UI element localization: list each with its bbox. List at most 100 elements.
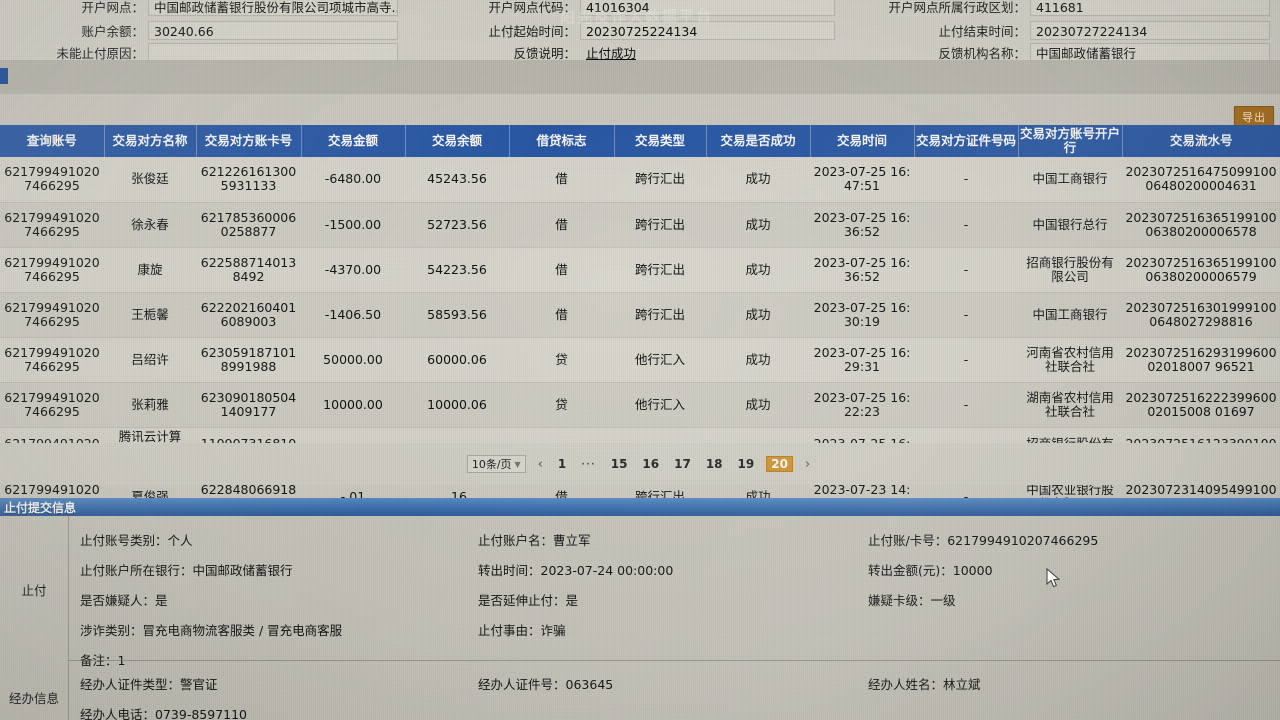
page-size-select[interactable]: 10条/页 ▼ — [466, 455, 526, 473]
col-query-account[interactable]: 查询账号 — [0, 125, 105, 157]
cell-success: 成功 — [706, 157, 810, 203]
page-ellipsis[interactable]: ··· — [581, 457, 596, 471]
col-id-number[interactable]: 交易对方证件号码 — [914, 125, 1019, 157]
page-18-button[interactable]: 18 — [705, 457, 723, 471]
cell-dc-flag: 借 — [509, 292, 614, 338]
cell-dc-flag: 借 — [509, 202, 614, 248]
field-fraud-category: 涉诈类别：冒充电商物流客服类 / 冒充电商客服 — [80, 623, 343, 638]
field-stop-card-number: 止付账/卡号：6217994910207466295 — [868, 533, 1099, 548]
cell-serial: 202307251622239960002015008 01697 — [1122, 382, 1280, 428]
field-account-holder: 止付账户名：曹立军 — [478, 533, 591, 548]
field-feedback-org-value: 中国邮政储蓄银行 — [1030, 42, 1270, 62]
page-15-button[interactable]: 15 — [610, 457, 628, 471]
cell-counterparty-bank: 湖南省农村信用社联合社 — [1018, 382, 1122, 428]
cell-id-number: - — [914, 247, 1018, 293]
field-feedback-note-value: 止付成功 — [586, 45, 637, 61]
cell-counterparty-name: 徐永春 — [104, 202, 196, 248]
field-account-balance-value: 30240.66 — [148, 20, 398, 40]
handler-fields: 经办人证件类型：警官证 经办人证件号：063645 经办人姓名：林立斌 经办人电… — [68, 668, 1280, 720]
page-17-button[interactable]: 17 — [674, 457, 691, 471]
cell-amount: -1406.50 — [301, 292, 405, 338]
stop-payment-fields: 止付账号类别：个人 止付账户名：曹立军 止付账/卡号：6217994910207… — [68, 524, 1280, 674]
field-transfer-time: 转出时间：2023-07-24 00:00:00 — [478, 563, 674, 578]
group-label-stop-payment: 止付 — [21, 583, 47, 598]
field-admin-division: 开户网点所属行政区划： 411681 — [870, 0, 1280, 18]
table-row[interactable]: 6217994910207466295 张俊廷 6212261613005931… — [0, 157, 1280, 203]
cell-amount: 10000.00 — [301, 382, 405, 428]
field-suspect-card-level: 嫌疑卡级：一级 — [868, 593, 956, 608]
cell-counterparty-card: 6217853600060258877 — [196, 202, 301, 248]
cell-time: 2023-07-25 16:47:51 — [810, 157, 914, 203]
panel-divider — [0, 60, 1280, 94]
transactions-table-wrap: 查询账号 交易对方名称 交易对方账卡号 交易金额 交易余额 借贷标志 交易类型 … — [0, 125, 1280, 520]
col-amount[interactable]: 交易金额 — [301, 125, 406, 157]
page-size-label: 10条/页 — [471, 458, 512, 471]
col-trans-type[interactable]: 交易类型 — [614, 125, 707, 157]
info-row: 止付账户所在银行：中国邮政储蓄银行 转出时间：2023-07-24 00:00:… — [68, 554, 1280, 584]
cell-id-number: - — [914, 337, 1018, 383]
col-balance[interactable]: 交易余额 — [405, 125, 510, 157]
group-label-handler: 经办信息 — [8, 691, 59, 706]
cell-query-account: 6217994910207466295 — [0, 157, 104, 203]
field-is-suspect: 是否嫌疑人：是 — [80, 593, 168, 608]
cell-trans-type: 他行汇入 — [614, 337, 706, 383]
field-account-bank: 止付账户所在银行：中国邮政储蓄银行 — [80, 563, 293, 578]
account-detail-panel: 开户网点： 中国邮政储蓄银行股份有限公司项城市高寺... 账户余额： 30240… — [0, 0, 1280, 62]
col-time[interactable]: 交易时间 — [810, 125, 915, 157]
prev-page-button[interactable]: ‹ — [537, 456, 543, 472]
cell-id-number: - — [914, 292, 1018, 338]
page-1-button[interactable]: 1 — [557, 457, 567, 471]
field-is-extended-stop: 是否延伸止付：是 — [478, 593, 579, 608]
cell-counterparty-card: 6212261613005931133 — [196, 157, 301, 203]
table-header: 查询账号 交易对方名称 交易对方账卡号 交易金额 交易余额 借贷标志 交易类型 … — [0, 125, 1280, 157]
col-counterparty-bank[interactable]: 交易对方账号开户行 — [1018, 125, 1123, 157]
group-divider-vertical — [68, 516, 69, 720]
field-stop-start-time-value: 20230725224134 — [580, 20, 835, 40]
cell-balance: 52723.56 — [405, 202, 509, 248]
cell-trans-type: 他行汇入 — [614, 382, 706, 428]
cell-trans-type: 跨行汇出 — [614, 202, 706, 248]
col-dc-flag[interactable]: 借贷标志 — [509, 125, 615, 157]
page-20-button-active[interactable]: 20 — [766, 456, 793, 472]
col-counterparty-name[interactable]: 交易对方名称 — [104, 125, 197, 157]
table-row[interactable]: 6217994910207466295 吕绍许 6230591871018991… — [0, 337, 1280, 383]
table-row[interactable]: 6217994910207466295 康旋 6225887140138492 … — [0, 247, 1280, 293]
cell-serial: 202307251636519910006380200006578 — [1122, 202, 1280, 248]
section-header-stop-payment: 止付提交信息 — [0, 498, 1280, 516]
field-stop-reason: 止付事由：诈骗 — [478, 623, 566, 638]
cell-trans-type: 跨行汇出 — [614, 157, 706, 203]
cell-query-account: 6217994910207466295 — [0, 337, 104, 383]
field-handler-id-number: 经办人证件号：063645 — [478, 677, 614, 692]
mouse-cursor — [1046, 568, 1061, 588]
cell-query-account: 6217994910207466295 — [0, 247, 104, 293]
col-serial[interactable]: 交易流水号 — [1122, 125, 1280, 157]
cell-dc-flag: 贷 — [509, 337, 614, 383]
cell-serial: 202307251636519910006380200006579 — [1122, 247, 1280, 293]
page-16-button[interactable]: 16 — [642, 457, 660, 471]
cell-success: 成功 — [706, 382, 810, 428]
cell-balance: 58593.56 — [405, 292, 509, 338]
table-row[interactable]: 6217994910207466295 张莉雅 6230901805041409… — [0, 382, 1280, 428]
info-row: 经办人证件类型：警官证 经办人证件号：063645 经办人姓名：林立斌 — [68, 668, 1280, 698]
accent-strip — [0, 68, 8, 84]
cell-counterparty-card: 6222021604016089003 — [196, 292, 301, 338]
cell-serial: 202307251647509910006480200004631 — [1122, 157, 1280, 203]
col-success[interactable]: 交易是否成功 — [706, 125, 811, 157]
col-counterparty-card[interactable]: 交易对方账卡号 — [196, 125, 302, 157]
table-row[interactable]: 6217994910207466295 王栀馨 6222021604016089… — [0, 292, 1280, 338]
cell-amount: -1500.00 — [301, 202, 405, 248]
cell-counterparty-name: 张俊廷 — [104, 157, 196, 203]
export-button[interactable]: 导出 — [1234, 106, 1274, 128]
cell-balance: 54223.56 — [405, 247, 509, 293]
table-row[interactable]: 6217994910207466295 徐永春 6217853600060258… — [0, 202, 1280, 248]
cell-trans-type: 跨行汇出 — [614, 292, 706, 338]
page-19-button[interactable]: 19 — [737, 457, 755, 471]
stop-payment-info-body: 止付 经办信息 止付账号类别：个人 止付账户名：曹立军 止付账/卡号：62179… — [0, 516, 1280, 720]
cell-counterparty-name: 康旋 — [104, 247, 196, 293]
pagination-bar: 10条/页 ▼ ‹ 1 ··· 15 16 17 18 19 20 › — [0, 443, 1280, 485]
field-stop-start-time: 止付起始时间： 20230725224134 — [470, 18, 850, 42]
next-page-button[interactable]: › — [804, 456, 811, 472]
cell-counterparty-bank: 招商银行股份有限公司 — [1018, 247, 1122, 293]
cell-success: 成功 — [706, 292, 810, 338]
field-handler-phone: 经办人电话：0739-8597110 — [80, 707, 248, 720]
